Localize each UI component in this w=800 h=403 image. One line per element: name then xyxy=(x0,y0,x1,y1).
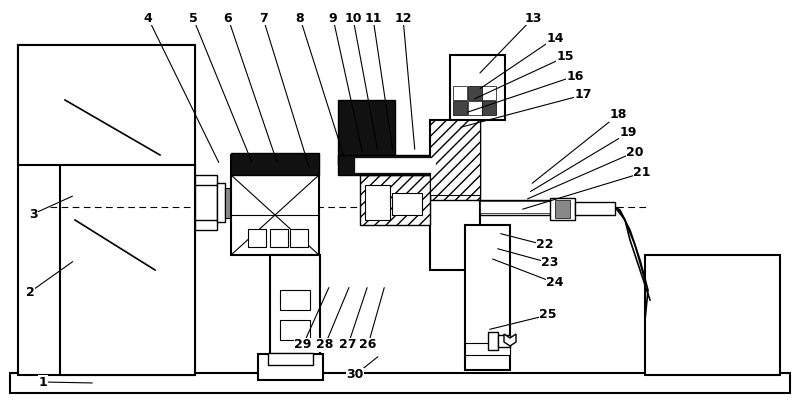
Text: 3: 3 xyxy=(29,208,38,220)
Bar xyxy=(480,200,550,215)
Bar xyxy=(450,55,505,120)
Text: 10: 10 xyxy=(344,12,362,25)
Bar xyxy=(430,120,480,200)
Bar xyxy=(18,45,195,375)
Bar xyxy=(290,229,308,247)
Bar xyxy=(280,290,310,310)
Bar xyxy=(468,101,482,115)
Text: 23: 23 xyxy=(542,256,558,270)
Bar xyxy=(498,335,510,347)
Bar xyxy=(453,86,467,100)
Text: 9: 9 xyxy=(329,12,338,25)
Bar xyxy=(338,155,470,175)
Text: 15: 15 xyxy=(556,50,574,64)
Text: 17: 17 xyxy=(574,89,592,102)
Text: 5: 5 xyxy=(189,12,198,25)
Text: 21: 21 xyxy=(634,166,650,179)
Text: 25: 25 xyxy=(539,309,557,322)
Bar xyxy=(195,185,217,220)
Bar xyxy=(365,185,390,220)
Bar xyxy=(645,255,780,375)
Polygon shape xyxy=(504,334,516,346)
Bar xyxy=(465,225,510,370)
Bar xyxy=(468,86,482,100)
Text: 1: 1 xyxy=(38,376,47,388)
Bar xyxy=(280,320,310,340)
Bar xyxy=(480,201,550,213)
Text: 8: 8 xyxy=(296,12,304,25)
Bar xyxy=(355,158,435,172)
Bar xyxy=(248,229,266,247)
Text: 2: 2 xyxy=(26,285,34,299)
Text: 24: 24 xyxy=(546,276,564,289)
Bar xyxy=(18,45,195,165)
Text: 18: 18 xyxy=(610,108,626,121)
Text: 14: 14 xyxy=(546,31,564,44)
Text: 6: 6 xyxy=(224,12,232,25)
Bar xyxy=(430,120,480,270)
Text: 12: 12 xyxy=(394,12,412,25)
Bar xyxy=(488,332,498,350)
Text: 7: 7 xyxy=(258,12,267,25)
Bar xyxy=(482,86,496,100)
Bar xyxy=(268,353,313,365)
Bar xyxy=(392,193,422,215)
Text: 16: 16 xyxy=(566,69,584,83)
Bar xyxy=(555,200,570,218)
Bar xyxy=(10,373,790,393)
Bar xyxy=(338,100,395,165)
Bar xyxy=(270,229,288,247)
Bar xyxy=(231,153,319,175)
Text: 22: 22 xyxy=(536,239,554,251)
Bar xyxy=(60,165,195,375)
Text: 26: 26 xyxy=(359,339,377,351)
Text: 19: 19 xyxy=(619,127,637,139)
Bar xyxy=(195,175,217,230)
Bar xyxy=(550,198,575,220)
Bar xyxy=(430,120,480,195)
Text: 4: 4 xyxy=(144,12,152,25)
Bar xyxy=(270,255,320,365)
Bar xyxy=(231,155,319,255)
Bar xyxy=(258,354,323,380)
Text: 30: 30 xyxy=(346,368,364,382)
Bar xyxy=(482,101,496,115)
Bar xyxy=(225,188,231,218)
Bar xyxy=(360,175,430,225)
Bar xyxy=(465,343,510,355)
Bar xyxy=(453,101,467,115)
Text: 28: 28 xyxy=(316,339,334,351)
Text: 20: 20 xyxy=(626,145,644,158)
Text: 13: 13 xyxy=(524,12,542,25)
Text: 11: 11 xyxy=(364,12,382,25)
Bar xyxy=(217,183,225,222)
Text: 29: 29 xyxy=(294,339,312,351)
Text: 27: 27 xyxy=(339,339,357,351)
Bar xyxy=(575,202,615,215)
